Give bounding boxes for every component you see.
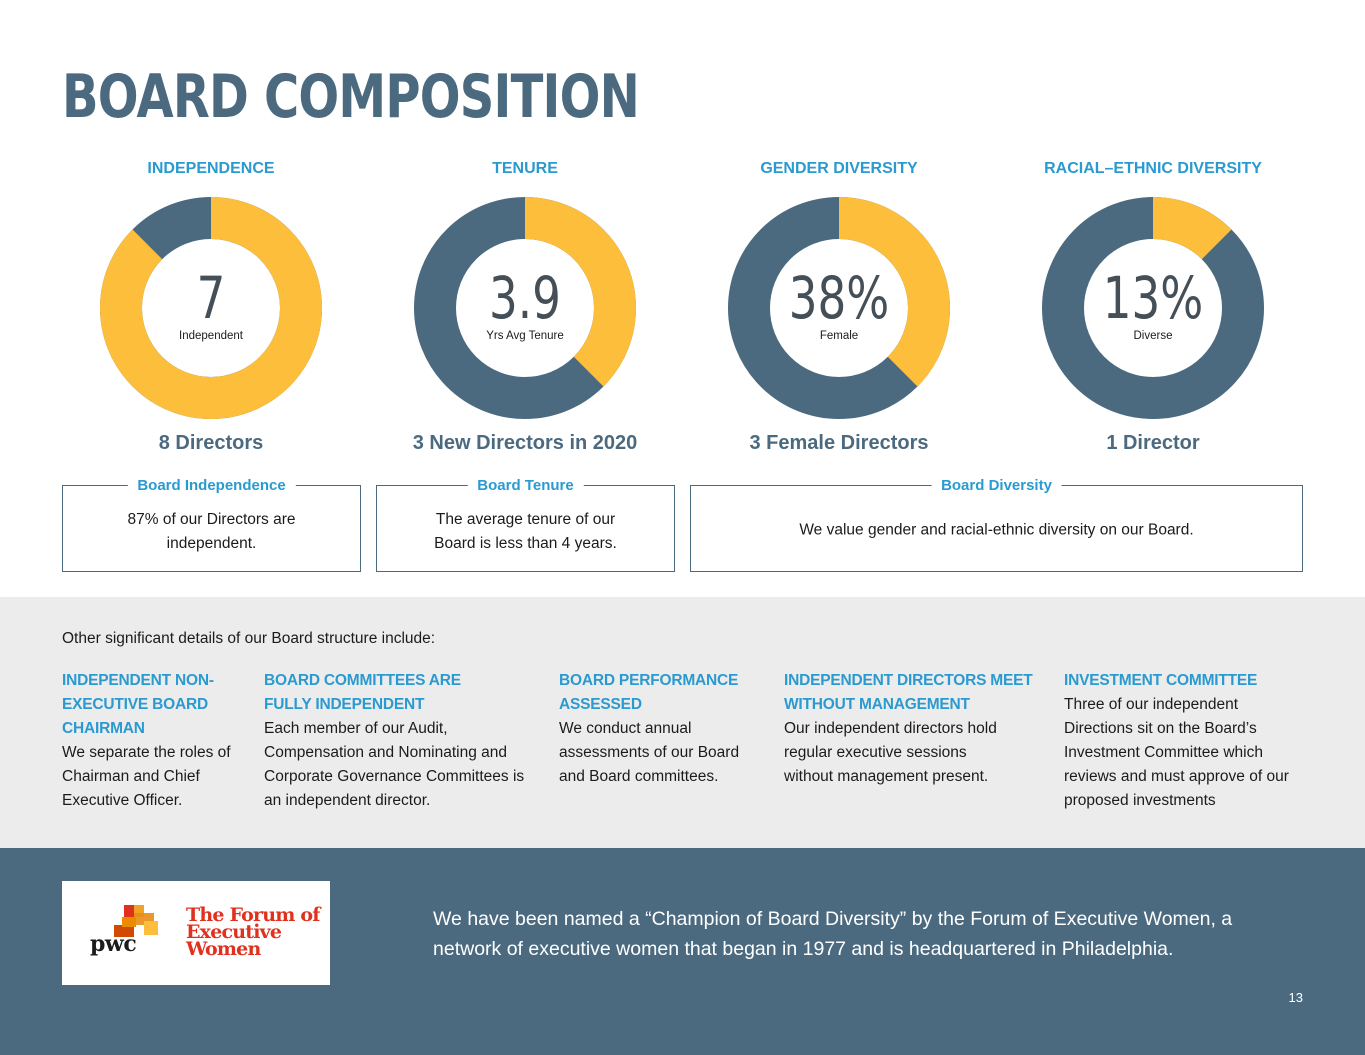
metric-caption: Diverse [1133, 330, 1173, 342]
metric-value: 38% [788, 264, 890, 332]
forum-logo-text: The Forum of Executive Women [186, 904, 320, 960]
detail-text: Our independent directors hold regular e… [784, 720, 997, 785]
donut-svg [728, 197, 950, 419]
detail-item: BOARD PERFORMANCE ASSESSED We conduct an… [559, 669, 759, 789]
detail-text: We separate the roles of Chairman and Ch… [62, 744, 231, 809]
box-text: 87% of our Directors are independent. [127, 510, 296, 552]
donut-svg [100, 197, 322, 419]
metric-independence: INDEPENDENCE 7 Independent 8 Directors [61, 158, 361, 455]
donut-highlight-segment [839, 197, 950, 387]
board-structure-details: Other significant details of our Board s… [0, 597, 1365, 848]
metric-subtitle: 3 Female Directors [749, 432, 929, 454]
metric-label: TENURE [492, 160, 558, 177]
box-title: Board Tenure [467, 476, 584, 496]
metric-subtitle: 1 Director [1106, 432, 1200, 454]
detail-item: INDEPENDENT NON-EXECUTIVE BOARD CHAIRMAN… [62, 669, 242, 813]
board-diversity-box: Board Diversity We value gender and raci… [690, 476, 1303, 572]
detail-title: BOARD PERFORMANCE ASSESSED [559, 672, 739, 713]
board-tenure-box: Board Tenure The average tenure of our B… [376, 476, 675, 572]
detail-item: INDEPENDENT DIRECTORS MEET WITHOUT MANAG… [784, 669, 1039, 789]
board-independence-box: Board Independence 87% of our Directors … [62, 476, 361, 572]
donut-highlight-segment [525, 197, 636, 387]
donut-chart: 13% Diverse [1041, 196, 1265, 420]
detail-item: INVESTMENT COMMITTEE Three of our indepe… [1064, 669, 1294, 813]
pwc-logo-icon [114, 905, 158, 937]
metric-tenure: TENURE 3.9 Yrs Avg Tenure 3 New Director… [375, 158, 675, 455]
metric-label: RACIAL–ETHNIC DIVERSITY [1044, 160, 1262, 177]
box-title: Board Diversity [931, 476, 1062, 496]
metric-value: 13% [1102, 264, 1204, 332]
donut-svg [1042, 197, 1264, 419]
metric-subtitle: 3 New Directors in 2020 [412, 432, 638, 454]
metric-gender-diversity: GENDER DIVERSITY 38% Female 3 Female Dir… [689, 158, 989, 455]
metric-caption: Independent [179, 330, 243, 342]
detail-text: Three of our independent Directions sit … [1064, 696, 1289, 809]
metric-label: INDEPENDENCE [147, 160, 275, 177]
metric-caption: Female [819, 330, 859, 342]
metric-racial-ethnic-diversity: RACIAL–ETHNIC DIVERSITY 13% Diverse 1 Di… [1003, 158, 1303, 455]
detail-text: Each member of our Audit, Compensation a… [264, 720, 525, 809]
partner-logos: pwc The Forum of Executive Women [62, 881, 330, 985]
metric-caption: Yrs Avg Tenure [486, 330, 564, 342]
box-text: The average tenure of our Board is less … [434, 510, 617, 552]
detail-text: We conduct annual assessments of our Boa… [559, 720, 740, 785]
detail-title: INVESTMENT COMMITTEE [1064, 672, 1258, 689]
box-text: We value gender and racial-ethnic divers… [799, 520, 1194, 538]
detail-item: BOARD COMMITTEES ARE FULLY INDEPENDENT E… [264, 669, 534, 813]
donut-svg [414, 197, 636, 419]
box-title: Board Independence [127, 476, 296, 496]
metric-value: 3.9 [489, 264, 561, 332]
footer-quote: We have been named a “Champion of Board … [433, 908, 1233, 960]
page-title: BOARD COMPOSITION [62, 62, 640, 132]
metric-value: 7 [196, 264, 226, 332]
donut-highlight-segment [1153, 197, 1232, 260]
footer: pwc The Forum of Executive Women We have… [0, 848, 1365, 1055]
donut-chart: 3.9 Yrs Avg Tenure [413, 196, 637, 420]
detail-title: INDEPENDENT NON-EXECUTIVE BOARD CHAIRMAN [62, 672, 214, 737]
metric-label: GENDER DIVERSITY [760, 160, 918, 177]
detail-title: BOARD COMMITTEES ARE FULLY INDEPENDENT [264, 672, 461, 713]
detail-title: INDEPENDENT DIRECTORS MEET WITHOUT MANAG… [784, 672, 1033, 713]
donut-chart: 7 Independent [99, 196, 323, 420]
donut-chart: 38% Female [727, 196, 951, 420]
donut-highlight-segment [100, 197, 322, 419]
pwc-logo-text: pwc [90, 931, 137, 957]
page-number: 13 [1288, 990, 1303, 1005]
metric-subtitle: 8 Directors [158, 432, 264, 454]
details-intro: Other significant details of our Board s… [62, 630, 436, 647]
